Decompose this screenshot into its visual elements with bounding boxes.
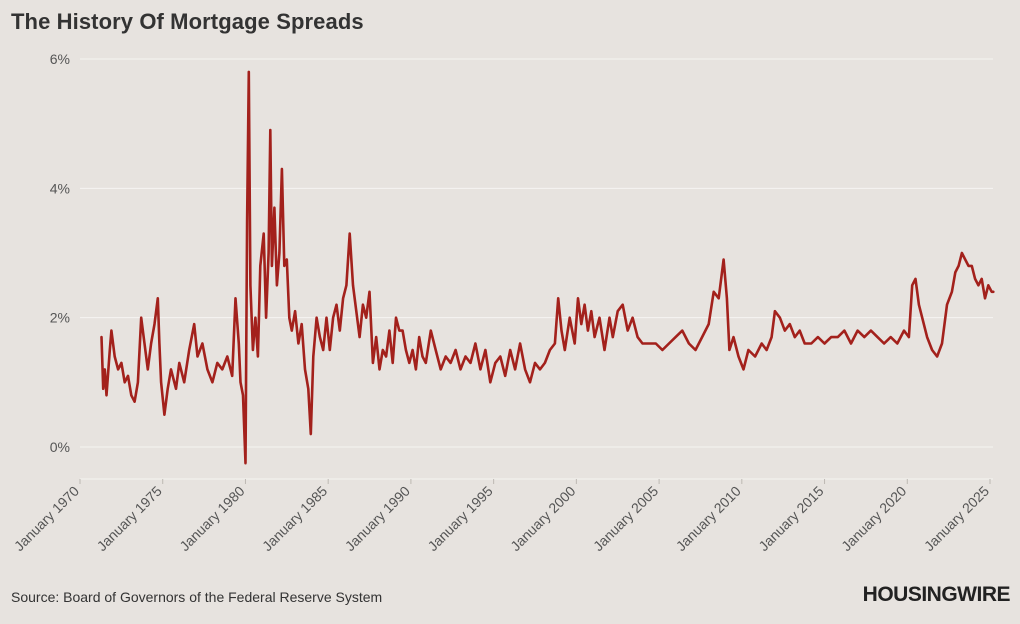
x-tick-label: January 1990 — [342, 483, 413, 554]
x-tick-label: January 1985 — [259, 483, 330, 554]
y-tick-label: 2% — [50, 310, 70, 326]
x-tick-label: January 1975 — [94, 483, 165, 554]
y-tick-label: 0% — [50, 439, 70, 455]
x-tick-label: January 2020 — [838, 483, 909, 554]
x-tick-label: January 2010 — [673, 483, 744, 554]
grid-lines — [80, 58, 993, 480]
x-tick-label: January 2015 — [755, 483, 826, 554]
y-tick-label: 4% — [50, 180, 70, 196]
x-axis-labels: January 1970 January 1975 January 1980 Janu… — [11, 479, 992, 554]
source-note: Source: Board of Governors of the Federa… — [11, 589, 383, 605]
housingwire-logo: HOUSINGWIRE — [862, 583, 1011, 606]
page-title: The History Of Mortgage Spreads — [11, 9, 364, 34]
series-line — [100, 70, 995, 465]
y-tick-label: 6% — [50, 51, 70, 67]
x-tick-label: January 2005 — [590, 483, 661, 554]
x-tick-label: January 1995 — [424, 483, 495, 554]
series-layer — [100, 70, 995, 465]
x-tick-label: January 2025 — [921, 483, 992, 554]
x-tick-label: January 1970 — [11, 483, 82, 554]
y-axis-labels: 0% 2% 4% 6% — [50, 51, 70, 455]
x-tick-label: January 1980 — [176, 483, 247, 554]
x-tick-label: January 2000 — [507, 483, 578, 554]
